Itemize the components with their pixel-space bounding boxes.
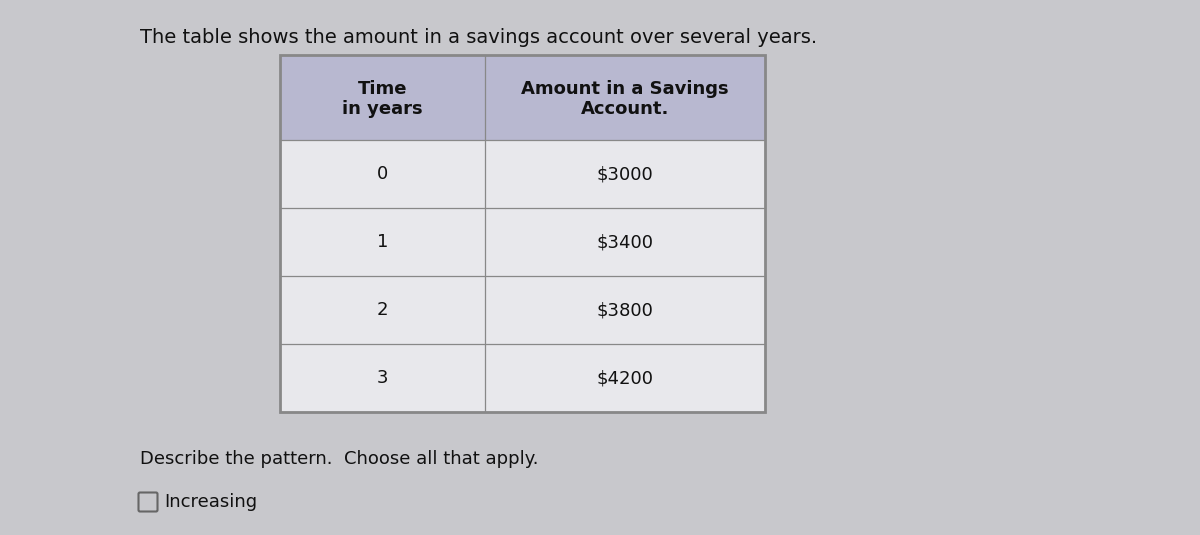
Bar xyxy=(280,276,766,344)
Text: $3000: $3000 xyxy=(596,165,653,183)
Text: in years: in years xyxy=(342,101,422,118)
Bar xyxy=(280,140,766,208)
Text: $3400: $3400 xyxy=(596,233,654,251)
Bar xyxy=(280,55,766,140)
Text: $3800: $3800 xyxy=(596,301,654,319)
Text: Account.: Account. xyxy=(581,101,670,118)
Text: Amount in a Savings: Amount in a Savings xyxy=(521,80,728,98)
Text: 2: 2 xyxy=(377,301,389,319)
Bar xyxy=(280,344,766,412)
Bar xyxy=(280,208,766,276)
Text: 3: 3 xyxy=(377,369,389,387)
Text: 1: 1 xyxy=(377,233,388,251)
Text: 0: 0 xyxy=(377,165,388,183)
Text: Increasing: Increasing xyxy=(164,493,257,511)
FancyBboxPatch shape xyxy=(138,493,157,511)
Text: $4200: $4200 xyxy=(596,369,654,387)
Text: Time: Time xyxy=(358,80,407,98)
Text: Describe the pattern.  Choose all that apply.: Describe the pattern. Choose all that ap… xyxy=(140,450,539,468)
Text: The table shows the amount in a savings account over several years.: The table shows the amount in a savings … xyxy=(140,28,817,47)
Bar xyxy=(280,55,766,412)
